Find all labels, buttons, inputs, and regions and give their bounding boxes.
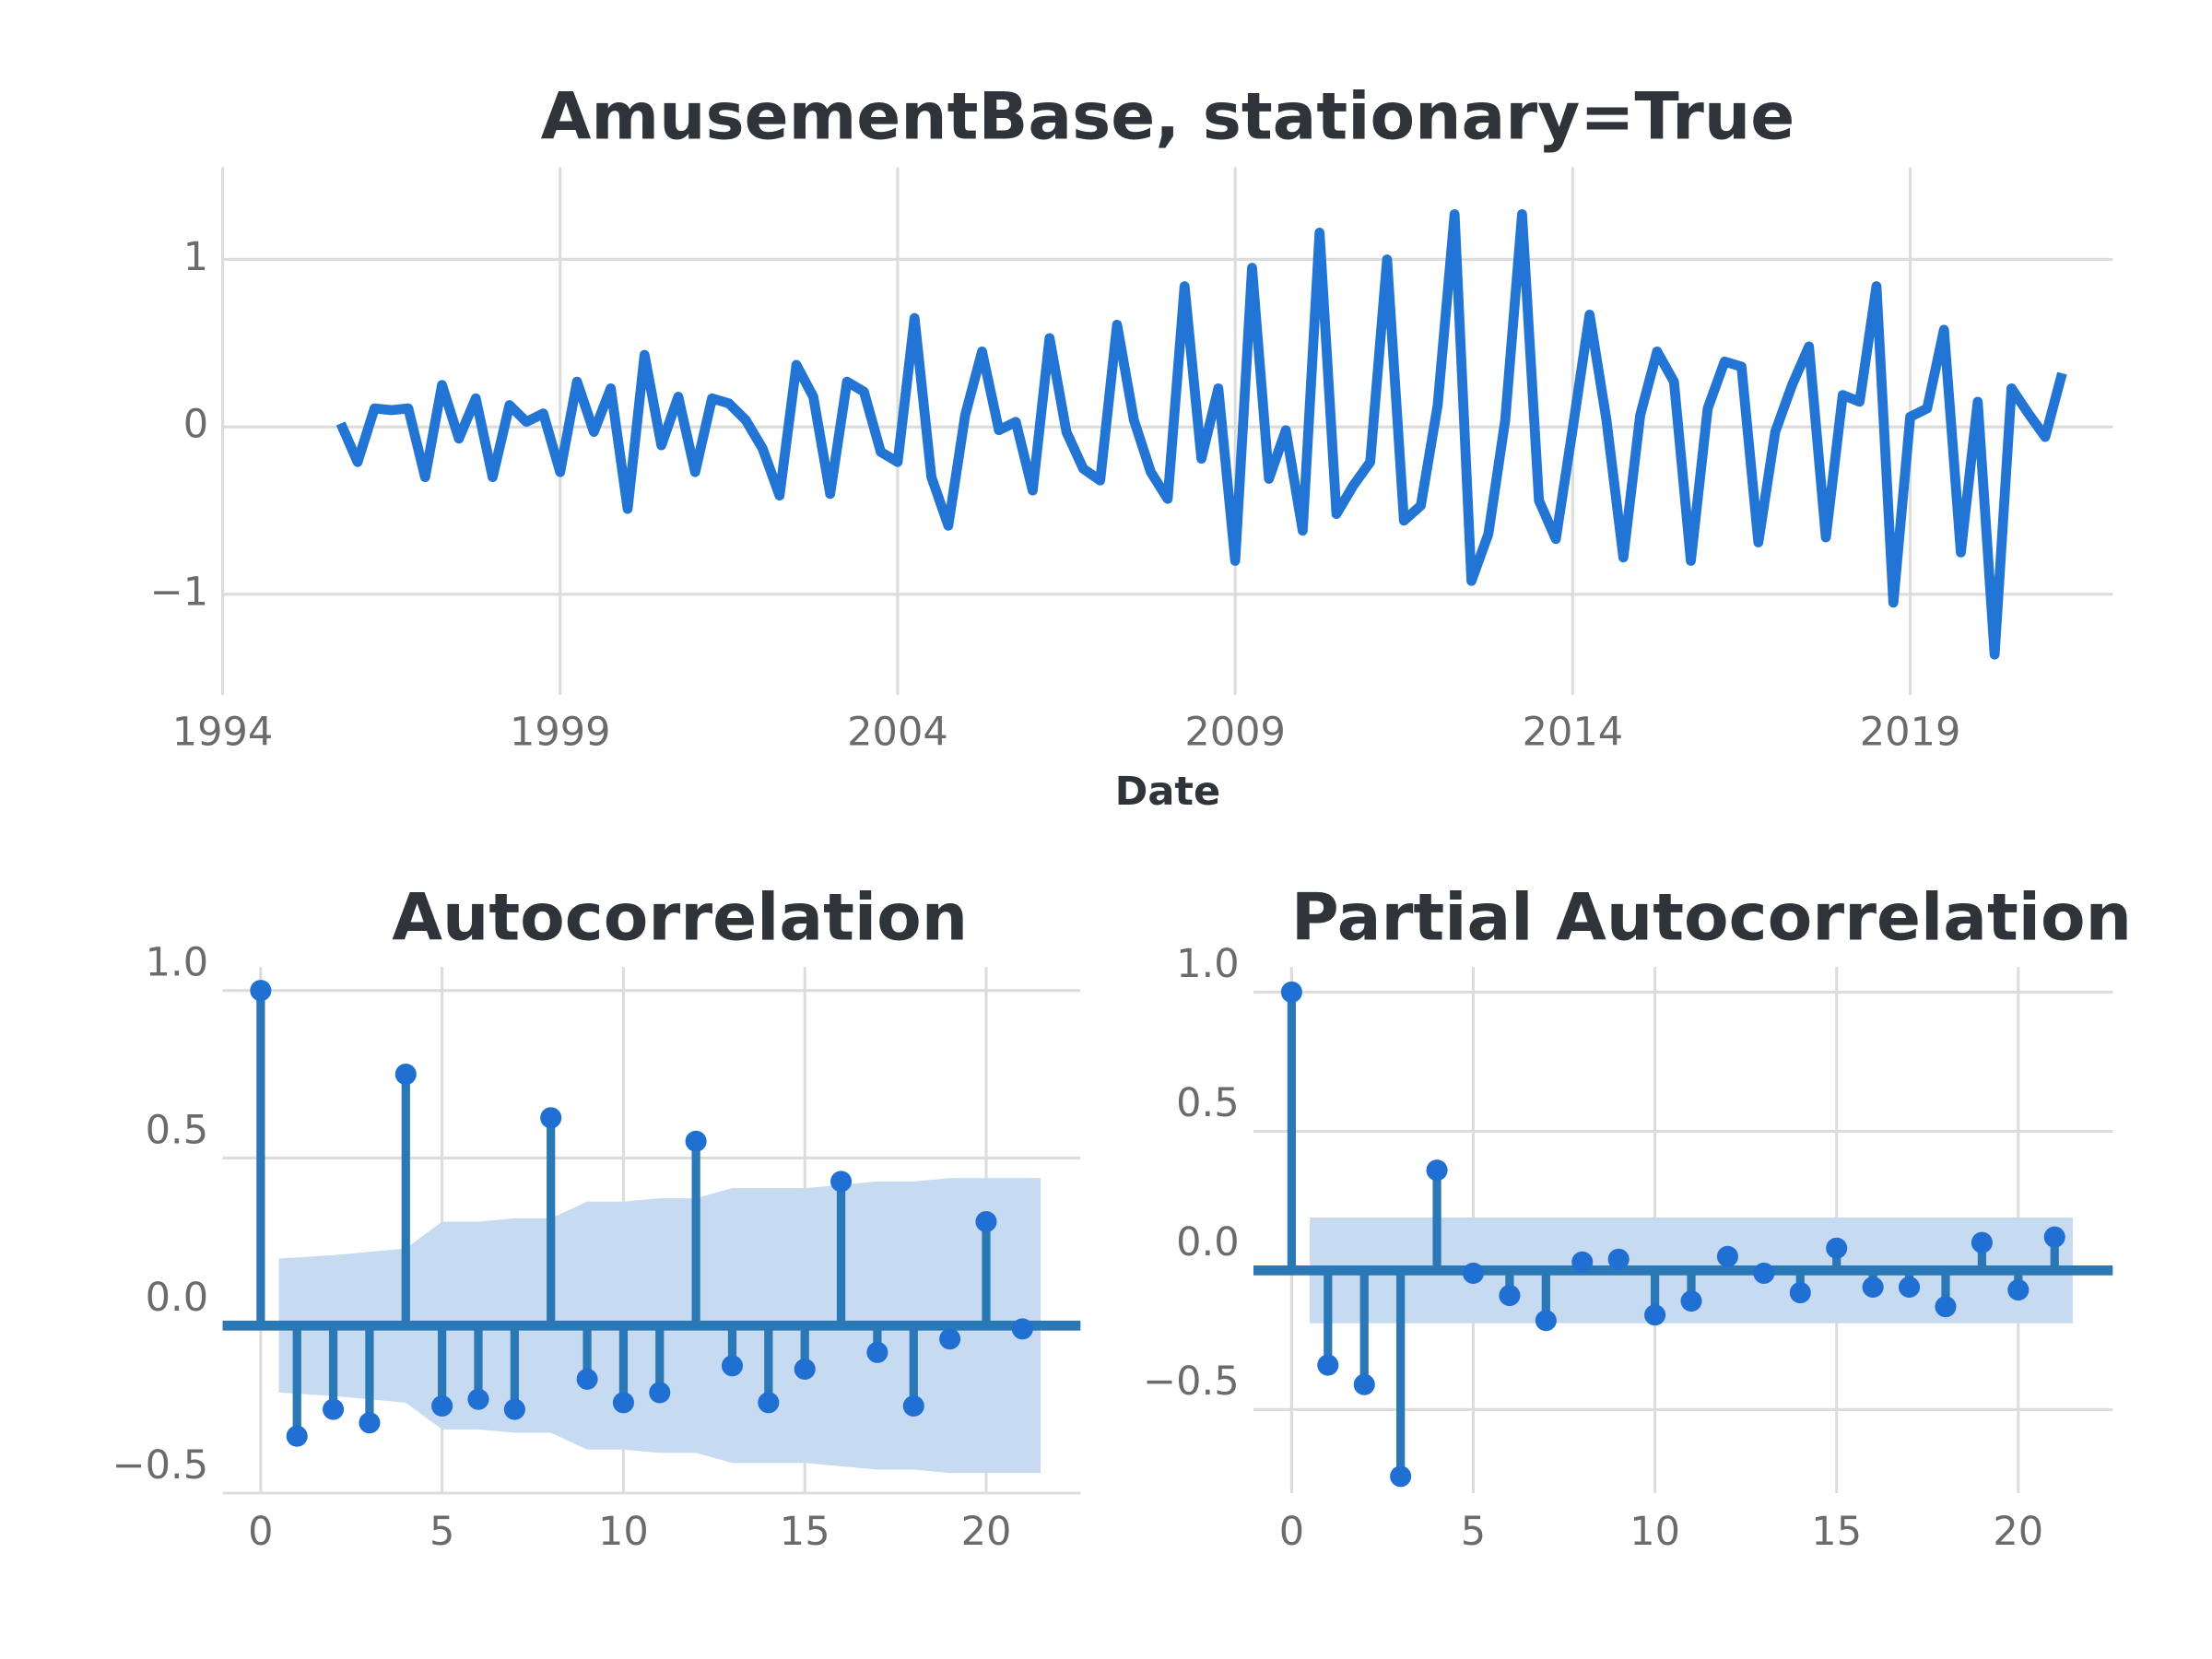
stem-marker [975,1210,997,1233]
stem-marker [794,1358,816,1381]
data-line [335,209,2067,660]
x-tick-label: 20 [1993,1509,2043,1555]
stem-marker [1680,1290,1702,1312]
chart-title: AmusementBase, stationary=True [541,77,1795,154]
stem-marker [1571,1251,1594,1273]
stem-marker [394,1064,417,1086]
x-axis-label: Date [1115,769,1221,815]
y-tick-label: −0.5 [112,1442,209,1488]
stem-marker [1462,1262,1485,1284]
x-tick-label: 5 [429,1509,454,1555]
x-tick-label: 15 [1811,1509,1862,1555]
stem-marker [2043,1226,2065,1248]
y-tick-label: 1 [183,234,208,280]
stem-marker [1826,1237,1848,1259]
x-tick-label: 2009 [1184,709,1286,755]
stem-marker [503,1398,525,1420]
stem-marker [758,1392,780,1414]
y-tick-label: −1 [150,569,208,615]
stem-marker [431,1394,453,1418]
x-tick-label: 2019 [1860,709,1961,755]
stem-marker [721,1355,744,1377]
y-tick-label: 0.0 [1176,1219,1239,1265]
stem-marker [612,1392,634,1414]
stem-marker [1716,1245,1738,1267]
stem-marker [286,1425,308,1447]
stem-marker [323,1398,345,1420]
y-tick-label: 0.5 [146,1107,208,1153]
stem-marker [1789,1282,1811,1304]
stem-marker [685,1130,707,1152]
x-tick-label: 0 [248,1509,273,1555]
stem-marker [359,1412,381,1434]
x-tick-label: 1994 [172,709,274,755]
stem-marker [467,1388,489,1410]
x-tick-label: 20 [961,1509,1012,1555]
stem-marker [649,1382,671,1404]
stem-marker [866,1341,888,1363]
stem-marker [939,1328,961,1350]
stem-marker [1935,1296,1957,1318]
stem-marker [1353,1373,1375,1395]
x-tick-label: 2014 [1523,709,1624,755]
x-tick-label: 0 [1279,1509,1304,1555]
y-tick-label: 0 [183,402,208,448]
stem-marker [1753,1262,1775,1284]
x-tick-label: 2004 [847,709,948,755]
x-tick-label: 5 [1461,1509,1486,1555]
x-tick-label: 1999 [510,709,611,755]
stem-marker [1644,1304,1666,1326]
stem-marker [902,1394,924,1418]
stem-marker [1971,1231,1993,1253]
y-tick-label: −0.5 [1143,1359,1240,1405]
stem-marker [830,1171,853,1193]
stem-marker [1899,1276,1921,1299]
stem-marker [1607,1248,1630,1270]
x-tick-label: 15 [780,1509,830,1555]
stem-marker [540,1107,562,1129]
stem-marker [1499,1285,1521,1307]
stem-marker [1862,1276,1884,1299]
stem-marker [1390,1465,1412,1488]
stem-marker [1535,1310,1557,1332]
stem-marker [1280,981,1302,1003]
x-tick-label: 10 [598,1509,649,1555]
stem-marker [576,1368,598,1390]
y-tick-label: 0.5 [1176,1080,1239,1126]
y-tick-label: 1.0 [146,939,208,985]
y-tick-label: 1.0 [1176,941,1239,987]
x-tick-label: 10 [1630,1509,1680,1555]
stem-marker [1426,1159,1448,1182]
chart-title: Autocorrelation [392,879,968,956]
stem-marker [1317,1354,1339,1376]
y-tick-label: 0.0 [146,1275,208,1321]
chart-title: Partial Autocorrelation [1291,879,2132,956]
stem-marker [1011,1318,1033,1340]
stem-marker [2007,1279,2030,1301]
stem-marker [250,980,272,1002]
